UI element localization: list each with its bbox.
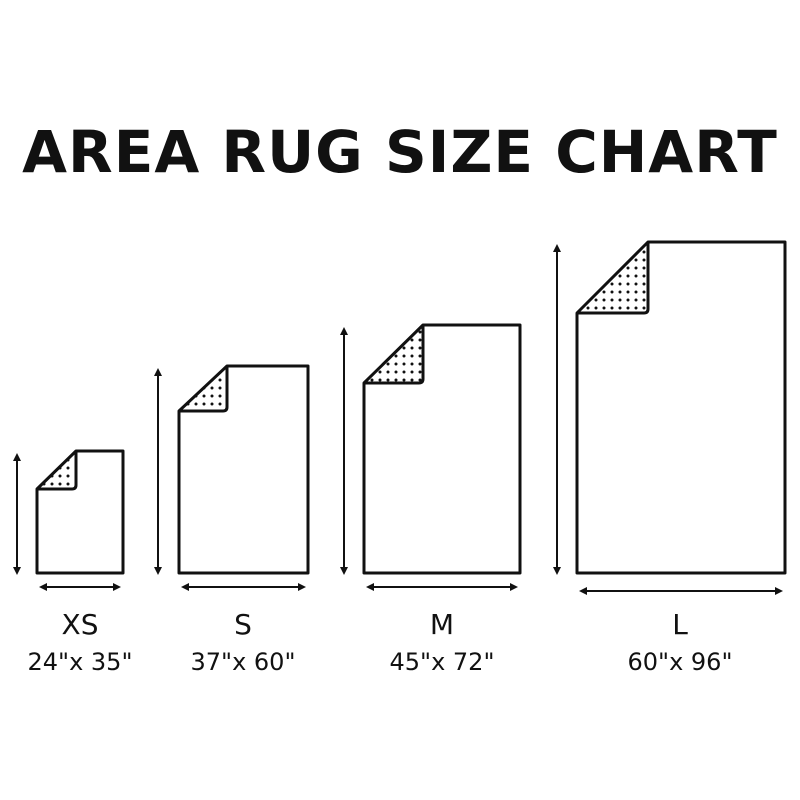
dimensions-label: 24"x 35" (27, 648, 133, 676)
dimensions-label: 45"x 72" (389, 648, 495, 676)
rug-outline-l (575, 240, 787, 575)
fold-corner-s (179, 366, 229, 413)
dimensions-label: 37"x 60" (190, 648, 296, 676)
dimensions-label: 60"x 96" (627, 648, 733, 676)
rug-outline-s (177, 364, 310, 575)
rug-outline-m (362, 323, 522, 575)
fold-corner-m (364, 325, 425, 385)
size-label: S (234, 608, 252, 641)
size-label: XS (61, 608, 99, 641)
size-label: M (429, 608, 455, 641)
fold-corner-l (577, 242, 650, 315)
fold-corner-xs (37, 451, 78, 491)
size-label: L (672, 608, 688, 641)
rug-outline-xs (35, 449, 125, 575)
chart-title: AREA RUG SIZE CHART (22, 118, 778, 186)
